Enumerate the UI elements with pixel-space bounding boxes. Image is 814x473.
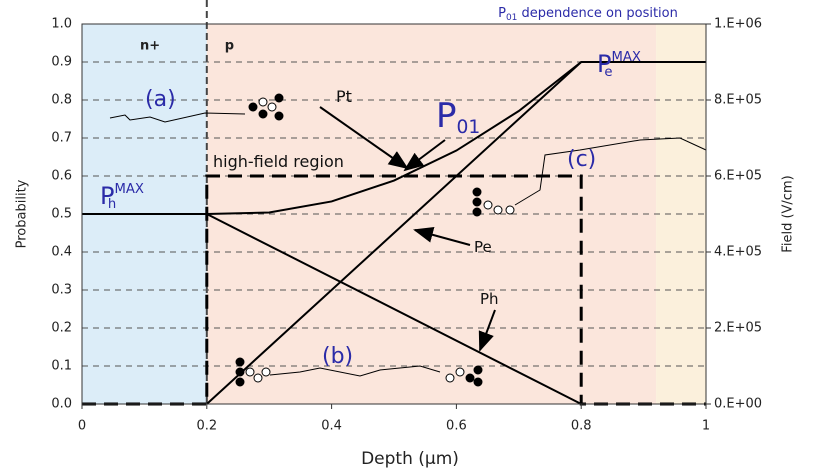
title-text: P: [498, 6, 506, 21]
x-tick-label: 0.4: [321, 419, 342, 434]
plot-frame: [81, 23, 707, 405]
region-label: n+: [140, 39, 160, 54]
annotation: P01: [436, 96, 480, 138]
annotation: (b): [322, 344, 353, 369]
y-tick-label: 0.4: [51, 245, 72, 260]
y-tick-label: 0.3: [51, 283, 72, 298]
x-tick-label: 0.6: [446, 419, 467, 434]
y2-tick-label: 4.E+05: [714, 245, 762, 260]
series-line: [206, 61, 706, 405]
y2-tick-label: 2.E+05: [714, 321, 762, 336]
annotation-sup: MAX: [114, 182, 143, 197]
annotation: Pt: [336, 87, 352, 106]
annotation-text: Pe: [474, 238, 492, 256]
x-tick-label: 0.2: [196, 419, 217, 434]
x-axis-label: Depth (µm): [361, 449, 459, 469]
decorations: [109, 93, 707, 387]
chart-title: P01 dependence on position: [498, 6, 678, 23]
y-tick-label: 0.5: [51, 207, 72, 222]
y-axis-label: Probability: [15, 179, 30, 248]
annotation-sub: h: [108, 197, 116, 212]
title-sub: 01: [506, 13, 517, 23]
annotation: PMAX e: [597, 50, 641, 80]
annotation: (a): [145, 87, 176, 112]
y-tick-label: 0.7: [51, 131, 72, 146]
x-tick-label: 0.8: [571, 419, 592, 434]
annotation-text: P: [100, 182, 114, 210]
arrow: [478, 309, 496, 352]
x-tick-label: 0: [78, 419, 86, 434]
annotation-text: (c): [567, 147, 596, 172]
arrow: [319, 106, 409, 170]
y2-tick-label: 0.E+00: [714, 397, 762, 412]
y-tick-label: 0.8: [51, 93, 72, 108]
y-tick-label: 0.0: [51, 397, 72, 412]
carrier-cartoon: [109, 93, 707, 387]
y-tick-label: 0.9: [51, 55, 72, 70]
arrow: [413, 227, 471, 246]
annotation: high-field region: [213, 152, 344, 171]
region-label: p: [225, 39, 234, 54]
annotation-text: Pt: [336, 87, 352, 106]
annotation-text: (b): [322, 344, 353, 369]
annotation-sub: e: [604, 65, 612, 80]
annotation-sup: MAX: [611, 50, 640, 65]
annotation: (c): [567, 147, 596, 172]
x-tick-label: 1: [702, 419, 710, 434]
y2-tick-label: 6.E+05: [714, 169, 762, 184]
title-rest: dependence on position: [517, 6, 677, 21]
annotation-text: Ph: [480, 290, 499, 308]
annotation-text: (a): [145, 87, 176, 112]
annotation: Ph: [480, 290, 499, 308]
y-tick-label: 0.1: [51, 359, 72, 374]
y-tick-label: 0.2: [51, 321, 72, 336]
annotation-text: high-field region: [213, 152, 344, 171]
arrow: [403, 139, 446, 172]
y2-tick-label: 1.E+06: [714, 17, 762, 32]
y-tick-label: 0.6: [51, 169, 72, 184]
annotation: PMAX h: [100, 182, 144, 212]
annotation-sub: 01: [457, 117, 481, 138]
y2-axis-label: Field (V/cm): [781, 175, 796, 252]
annotation-text: P: [436, 96, 457, 136]
annotation-text: P: [597, 50, 611, 78]
y-tick-label: 1.0: [51, 17, 72, 32]
y2-tick-label: 8.E+05: [714, 93, 762, 108]
annotation: Pe: [474, 238, 492, 256]
series-line: [206, 61, 582, 215]
